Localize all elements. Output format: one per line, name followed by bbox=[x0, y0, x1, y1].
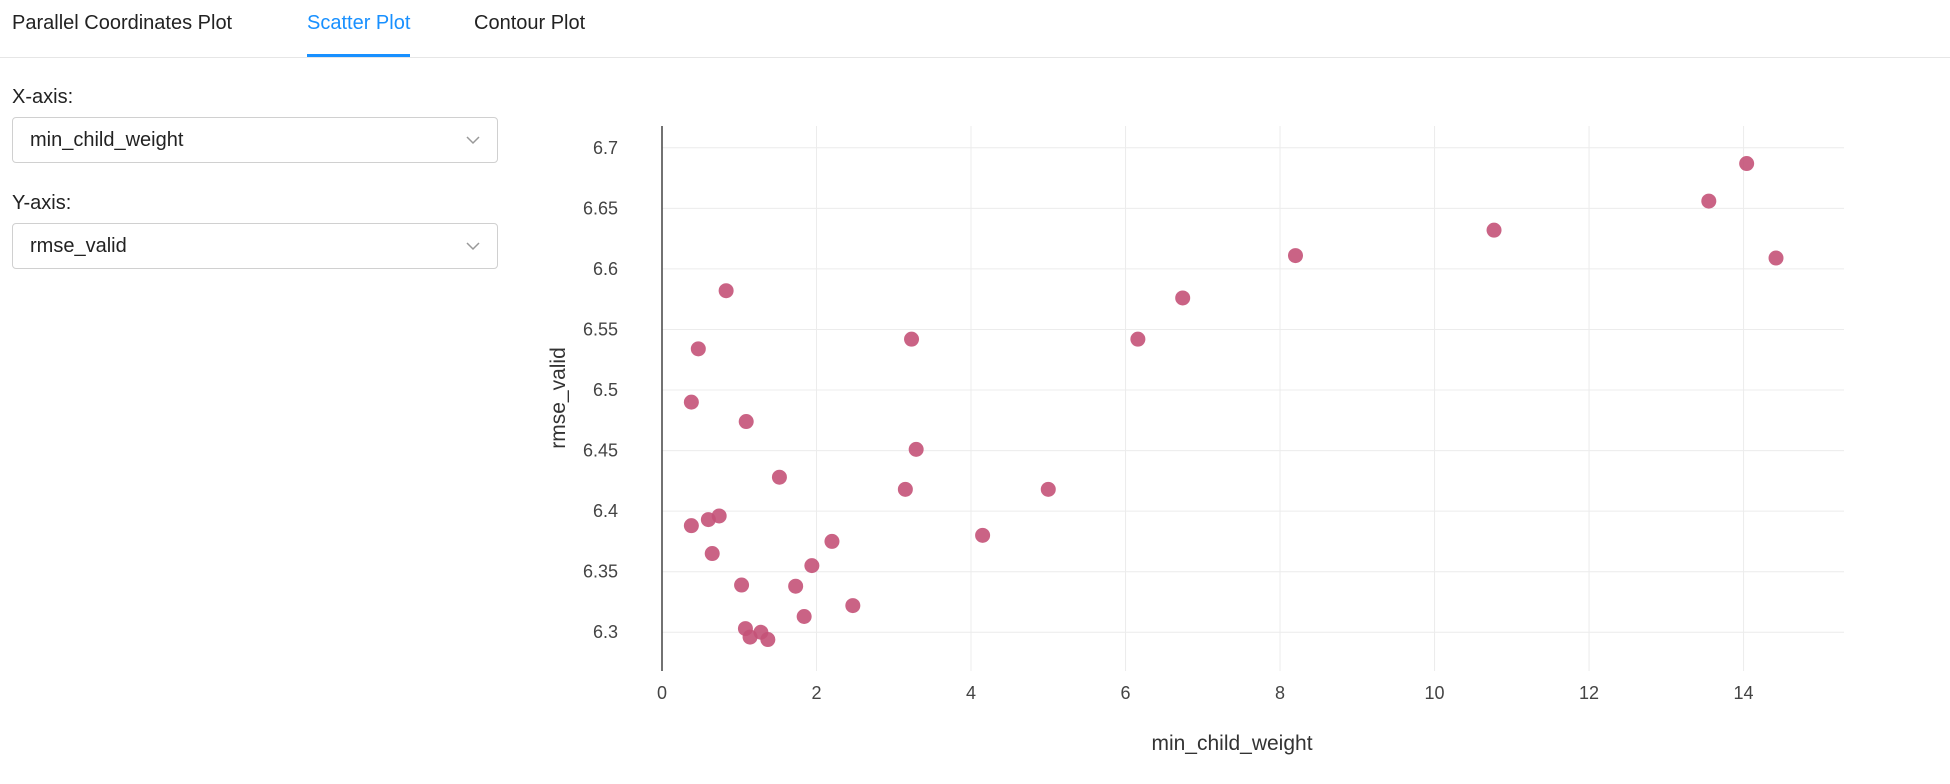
y-axis-title: rmse_valid bbox=[547, 347, 570, 449]
scatter-point[interactable] bbox=[742, 629, 758, 645]
scatter-point[interactable] bbox=[734, 577, 750, 593]
scatter-point[interactable] bbox=[1287, 248, 1303, 264]
scatter-point[interactable] bbox=[845, 598, 861, 614]
scatter-point[interactable] bbox=[1739, 156, 1755, 172]
tab-contour-plot[interactable]: Contour Plot bbox=[474, 12, 586, 34]
chevron-down-icon bbox=[466, 242, 480, 251]
x-tick-label: 8 bbox=[1275, 683, 1285, 703]
x-tick-label: 12 bbox=[1579, 683, 1599, 703]
y-tick-label: 6.6 bbox=[593, 259, 618, 279]
scatter-point[interactable] bbox=[908, 441, 924, 457]
x-tick-label: 2 bbox=[812, 683, 822, 703]
scatter-point[interactable] bbox=[683, 394, 699, 410]
scatter-point[interactable] bbox=[796, 609, 812, 624]
scatter-point[interactable] bbox=[897, 481, 913, 497]
data-points bbox=[683, 156, 1784, 648]
x-axis-select[interactable]: min_child_weight bbox=[12, 117, 498, 163]
y-axis-select[interactable]: rmse_valid bbox=[12, 223, 498, 269]
y-tick-label: 6.7 bbox=[593, 138, 618, 158]
y-axis-label: Y-axis: bbox=[12, 192, 72, 214]
scatter-point[interactable] bbox=[1175, 290, 1191, 306]
scatter-point[interactable] bbox=[975, 527, 991, 543]
y-axis-selected-value: rmse_valid bbox=[30, 235, 127, 257]
y-tick-label: 6.65 bbox=[583, 198, 618, 218]
scatter-point[interactable] bbox=[683, 518, 699, 534]
scatter-point[interactable] bbox=[1486, 222, 1502, 238]
scatter-point[interactable] bbox=[690, 341, 706, 357]
x-tick-label: 0 bbox=[657, 683, 667, 703]
chevron-down-icon bbox=[466, 136, 480, 145]
x-axis-title: min_child_weight bbox=[1151, 732, 1312, 755]
scatter-point[interactable] bbox=[700, 512, 716, 528]
y-tick-label: 6.3 bbox=[593, 622, 618, 642]
x-tick-label: 6 bbox=[1121, 683, 1131, 703]
scatter-point[interactable] bbox=[760, 632, 776, 648]
y-tick-label: 6.5 bbox=[593, 380, 618, 400]
scatter-point[interactable] bbox=[738, 414, 754, 430]
scatter-point[interactable] bbox=[804, 558, 820, 574]
scatter-point[interactable] bbox=[1701, 193, 1717, 209]
y-tick-label: 6.4 bbox=[593, 501, 618, 521]
scatter-point[interactable] bbox=[704, 546, 720, 562]
scatter-point[interactable] bbox=[904, 331, 920, 347]
scatter-point[interactable] bbox=[788, 578, 804, 594]
plot-type-tabs: Parallel Coordinates Plot Scatter Plot C… bbox=[0, 0, 1950, 58]
scatter-point[interactable] bbox=[718, 283, 734, 299]
tick-labels: 0 2 4 6 8 10 12 14 6.3 6.35 6.4 6.45 6.5 6.55 6.6 6.65 6… bbox=[583, 138, 1754, 703]
scatter-point[interactable] bbox=[824, 533, 840, 549]
scatter-point[interactable] bbox=[1130, 331, 1146, 347]
scatter-point[interactable] bbox=[771, 469, 787, 485]
scatter-point[interactable] bbox=[1768, 250, 1784, 266]
scatter-point[interactable] bbox=[1040, 481, 1056, 497]
x-axis-label: X-axis: bbox=[12, 86, 74, 108]
x-tick-label: 4 bbox=[966, 683, 976, 703]
y-tick-label: 6.55 bbox=[583, 319, 618, 339]
grid-lines bbox=[662, 126, 1844, 671]
x-axis-selected-value: min_child_weight bbox=[30, 129, 184, 151]
x-tick-label: 10 bbox=[1425, 683, 1445, 703]
tab-parallel-coordinates-plot[interactable]: Parallel Coordinates Plot bbox=[12, 12, 233, 34]
y-tick-label: 6.45 bbox=[583, 441, 618, 461]
tab-scatter-plot[interactable]: Scatter Plot bbox=[307, 0, 411, 57]
y-tick-label: 6.35 bbox=[583, 562, 618, 582]
x-tick-label: 14 bbox=[1734, 683, 1754, 703]
